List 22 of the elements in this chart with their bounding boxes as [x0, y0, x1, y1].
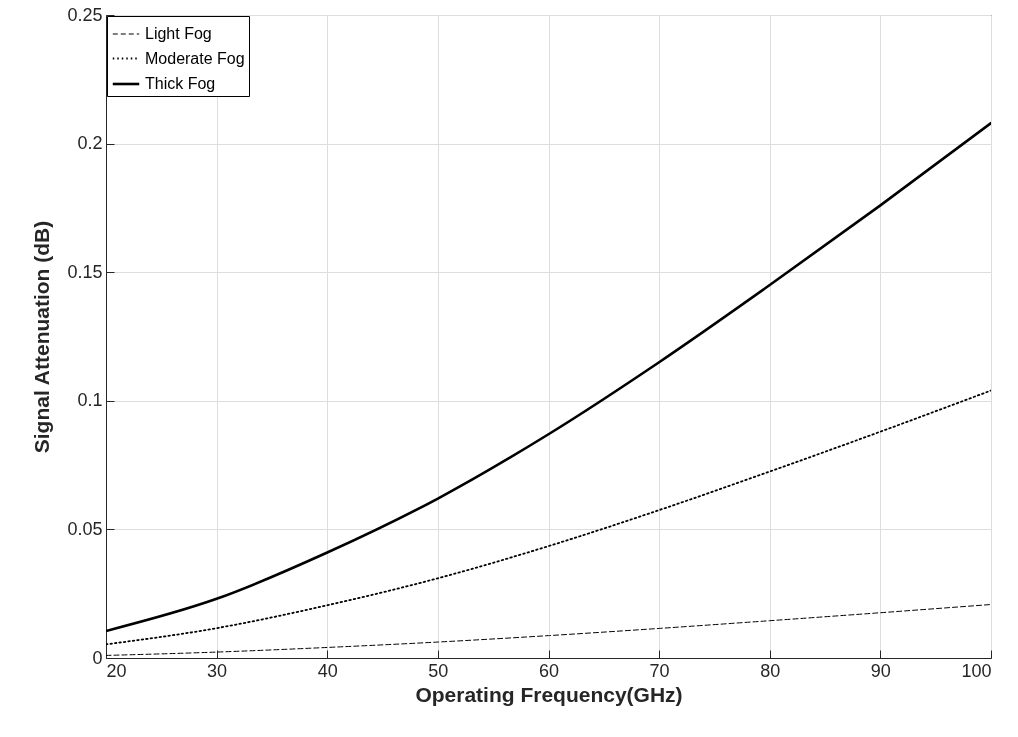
y-tick-label: 0.15	[67, 261, 103, 282]
x-tick-label: 40	[317, 660, 338, 681]
x-tick-label: 70	[649, 660, 670, 681]
x-axis-title: Operating Frequency(GHz)	[415, 682, 683, 706]
x-tick-label: 80	[760, 660, 781, 681]
x-tick-label: 60	[538, 660, 560, 681]
legend-label: Thick Fog	[145, 75, 216, 92]
y-tick-label: 0	[92, 647, 103, 668]
legend-label: Moderate Fog	[145, 49, 245, 67]
y-tick-label: 0.05	[67, 518, 103, 539]
y-axis-title: Signal Attenuation (dB)	[30, 220, 54, 454]
y-tick-label: 0.2	[77, 133, 103, 154]
y-tick-label: 0.25	[67, 4, 103, 25]
line-series	[106, 121, 991, 633]
x-tick-label: 50	[428, 660, 449, 681]
x-tick-label: 30	[207, 660, 228, 681]
x-tick-label: 100	[961, 660, 992, 681]
x-tick-label: 20	[106, 660, 127, 681]
legend-label: Light Fog	[145, 25, 212, 42]
y-tick-label: 0.1	[77, 390, 103, 411]
x-tick-label: 90	[870, 660, 891, 681]
line-series	[106, 389, 991, 646]
